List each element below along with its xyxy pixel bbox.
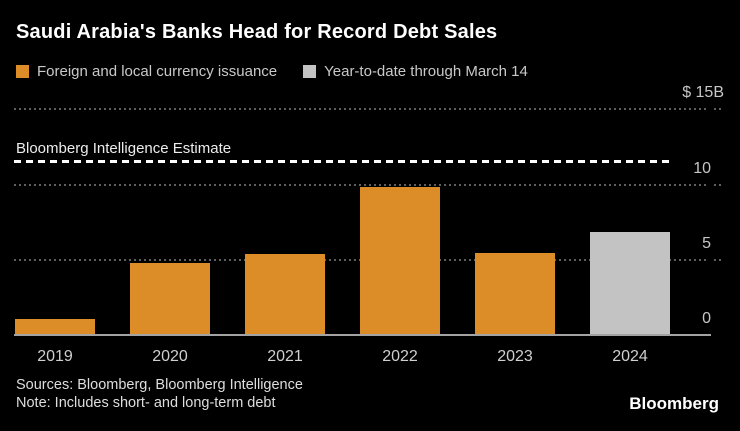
bar-2024 — [590, 231, 670, 334]
x-axis-label-2023: 2023 — [497, 348, 533, 365]
legend-item-ytd: Year-to-date through March 14 — [303, 63, 528, 80]
x-axis-label-2024: 2024 — [612, 348, 648, 365]
sources-line: Sources: Bloomberg, Bloomberg Intelligen… — [16, 377, 303, 393]
y-tick-label-10: 10 — [693, 159, 711, 177]
legend-item-ytd-label: Year-to-date through March 14 — [324, 63, 528, 80]
gridline-15-right-segment — [714, 108, 724, 111]
note-line: Note: Includes short- and long-term debt — [16, 395, 276, 411]
bar-2019 — [15, 318, 95, 334]
x-axis-label-2019: 2019 — [37, 348, 73, 365]
estimate-dashed-line — [14, 159, 670, 163]
chart-title: Saudi Arabia's Banks Head for Record Deb… — [16, 21, 498, 43]
bar-2022 — [360, 186, 440, 334]
gray-swatch-icon — [303, 65, 317, 78]
gridline-5-right-segment — [714, 258, 724, 261]
chart-footnotes: Sources: Bloomberg, Bloomberg Intelligen… — [16, 376, 303, 412]
gridline-10 — [14, 183, 708, 186]
legend-item-issuance: Foreign and local currency issuance — [16, 63, 277, 80]
x-axis-baseline — [14, 334, 711, 336]
bloomberg-logo: Bloomberg — [629, 394, 719, 413]
gridline-15 — [14, 108, 708, 111]
orange-swatch-icon — [16, 65, 29, 78]
bar-2021 — [245, 254, 325, 334]
bar-2020 — [130, 263, 210, 334]
bar-2023 — [475, 252, 555, 334]
x-axis-label-2022: 2022 — [382, 348, 418, 365]
y-tick-label-0: 0 — [702, 310, 711, 327]
legend-item-issuance-label: Foreign and local currency issuance — [37, 63, 278, 80]
y-tick-label-15: $ 15B — [682, 84, 724, 102]
y-tick-label-5: 5 — [702, 234, 711, 252]
estimate-line-label: Bloomberg Intelligence Estimate — [16, 139, 232, 157]
x-axis-label-2021: 2021 — [267, 348, 303, 365]
gridline-10-right-segment — [714, 183, 724, 186]
chart-legend: Foreign and local currency issuance Year… — [16, 63, 528, 80]
x-axis-label-2020: 2020 — [152, 348, 188, 365]
